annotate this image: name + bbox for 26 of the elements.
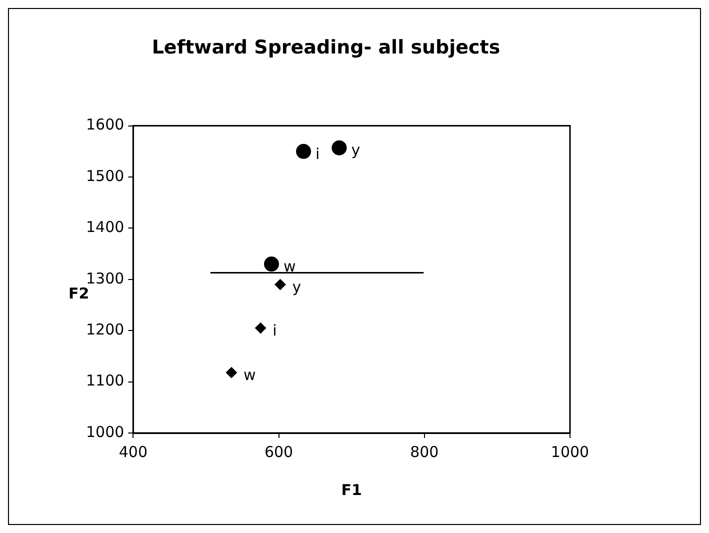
y-axis-title: F2 bbox=[68, 284, 90, 303]
y-tick-label: 1200 bbox=[86, 320, 124, 338]
point bbox=[226, 367, 237, 378]
point bbox=[264, 256, 279, 272]
point bbox=[296, 144, 312, 159]
y-tick-label: 1600 bbox=[86, 116, 124, 134]
chart-title: Leftward Spreading- all subjects bbox=[152, 36, 500, 58]
y-tick-label: 1000 bbox=[86, 422, 124, 441]
annotation: i bbox=[316, 144, 320, 163]
y-tick-label: 1500 bbox=[86, 166, 124, 185]
x-tick-label: 800 bbox=[410, 442, 439, 461]
y-tick-label: 1400 bbox=[86, 218, 124, 236]
x-tick-label: 400 bbox=[118, 442, 148, 461]
annotation: w bbox=[243, 366, 256, 384]
x-tick-label: 600 bbox=[264, 442, 294, 461]
annotation: i bbox=[272, 321, 277, 340]
point bbox=[255, 322, 266, 334]
y-tick-label: 1300 bbox=[86, 269, 124, 288]
annotation: y bbox=[351, 141, 360, 160]
x-tick-label: 1000 bbox=[550, 442, 590, 461]
point bbox=[332, 140, 347, 156]
point bbox=[274, 279, 286, 290]
annotation: y bbox=[292, 278, 302, 296]
y-tick-label: 1100 bbox=[86, 372, 124, 390]
annotation: w bbox=[284, 257, 296, 276]
x-axis-title: F1 bbox=[341, 480, 362, 499]
